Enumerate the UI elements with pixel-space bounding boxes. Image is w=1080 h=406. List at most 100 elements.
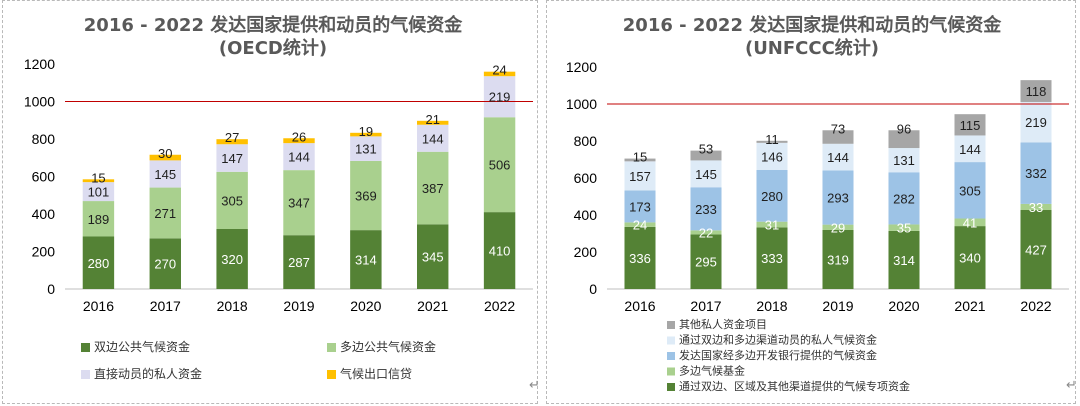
oecd-label-2021-s2: 144 xyxy=(422,131,444,146)
unfccc-label-2017-s2: 233 xyxy=(695,202,717,217)
unfccc-legend-label-1: 通过双边和多边渠道动员的私人气候资金 xyxy=(679,333,877,347)
unfccc-bar-2021-s1 xyxy=(954,218,986,227)
oecd-bar-2018-s2 xyxy=(216,144,248,172)
oecd-bar-2018-s1 xyxy=(216,171,248,229)
oecd-ytick-400: 400 xyxy=(32,206,56,222)
unfccc-xtick-2022: 2022 xyxy=(1020,298,1051,314)
unfccc-label-2018-s1: 31 xyxy=(765,218,779,233)
oecd-bar-2019-s2 xyxy=(283,143,315,171)
unfccc-bar-2022-s3 xyxy=(1020,101,1052,143)
unfccc-bar-2016-s3 xyxy=(624,161,656,191)
unfccc-label-2019-s3: 144 xyxy=(827,150,849,165)
unfccc-bar-2018-s2 xyxy=(756,169,788,222)
unfccc-ytick-0: 0 xyxy=(589,281,597,297)
unfccc-bar-2019-s4 xyxy=(822,130,854,144)
unfccc-label-2020-s3: 131 xyxy=(893,153,915,168)
unfccc-xtick-2020: 2020 xyxy=(888,298,919,314)
oecd-bar-2019-s0 xyxy=(283,235,315,289)
unfccc-bar-2020-s2 xyxy=(888,172,920,225)
unfccc-bar-2017-s1 xyxy=(690,230,722,235)
unfccc-xtick-2017: 2017 xyxy=(690,298,721,314)
unfccc-legend-swatch-2 xyxy=(667,352,675,360)
unfccc-bar-2018-s3 xyxy=(756,142,788,170)
unfccc-bar-2020-s0 xyxy=(888,230,920,289)
oecd-label-2020-s0: 314 xyxy=(355,253,377,268)
oecd-chart-panel: 2016 - 2022 发达国家提供和动员的气候资金 (OECD统计) 0 200 40… xyxy=(2,0,538,404)
unfccc-label-2016-s4: 15 xyxy=(633,150,647,165)
unfccc-bar-2019-s0 xyxy=(822,229,854,289)
unfccc-bar-2017-s4 xyxy=(690,150,722,161)
oecd-title-line-0: 2016 - 2022 发达国家提供和动员的气候资金 xyxy=(84,14,463,36)
unfccc-label-2017-s0: 295 xyxy=(695,255,717,270)
oecd-chart-svg: 2016 - 2022 发达国家提供和动员的气候资金(OECD统计) 0 200 40… xyxy=(24,14,533,381)
oecd-label-2016-s1: 189 xyxy=(88,212,110,227)
oecd-label-2021-s0: 345 xyxy=(422,250,444,265)
oecd-legend-label-3: 气候出口信贷 xyxy=(340,366,412,381)
oecd-label-2018-s2: 147 xyxy=(221,151,243,166)
unfccc-label-2016-s0: 336 xyxy=(629,251,651,266)
unfccc-xtick-2019: 2019 xyxy=(822,298,853,314)
unfccc-label-2022-s4: 118 xyxy=(1026,84,1047,99)
oecd-label-2016-s3: 15 xyxy=(91,170,105,185)
unfccc-xtick-2021: 2021 xyxy=(954,298,985,314)
unfccc-bar-2016-s1 xyxy=(624,222,656,227)
oecd-label-2022-s1: 506 xyxy=(489,158,511,173)
unfccc-label-2018-s4: 11 xyxy=(765,132,779,147)
unfccc-bar-2021-s0 xyxy=(954,226,986,289)
unfccc-legend-label-2: 发达国家经多边开发银行提供的气候资金 xyxy=(679,348,877,362)
oecd-label-2019-s1: 347 xyxy=(288,196,310,211)
unfccc-label-2018-s3: 146 xyxy=(761,149,783,164)
oecd-label-2019-s0: 287 xyxy=(288,255,310,270)
unfccc-bar-2021-s4 xyxy=(954,114,986,136)
unfccc-xtick-2018: 2018 xyxy=(756,298,787,314)
unfccc-bar-2016-s0 xyxy=(624,226,656,289)
unfccc-label-2018-s2: 280 xyxy=(761,189,783,204)
unfccc-label-2021-s0: 340 xyxy=(959,251,981,266)
unfccc-bar-2016-s2 xyxy=(624,190,656,223)
oecd-label-2018-s0: 320 xyxy=(221,252,243,267)
unfccc-title-line-1: (UNFCCC统计) xyxy=(745,37,879,59)
oecd-bar-2022-s0 xyxy=(483,212,516,289)
unfccc-bar-2020-s4 xyxy=(888,130,920,149)
oecd-bar-2021-s0 xyxy=(417,224,449,289)
oecd-xtick-2019: 2019 xyxy=(283,298,314,314)
unfccc-bar-2020-s3 xyxy=(888,148,920,173)
unfccc-label-2021-s4: 115 xyxy=(960,118,981,133)
oecd-label-2016-s2: 101 xyxy=(88,185,110,200)
unfccc-bar-2018-s0 xyxy=(756,227,788,289)
oecd-ytick-1000: 1000 xyxy=(24,94,55,110)
oecd-bar-2020-s1 xyxy=(350,160,382,231)
oecd-bar-2020-s3 xyxy=(350,132,382,137)
oecd-legend-label-0: 双边公共气候资金 xyxy=(94,339,190,354)
unfccc-label-2019-s4: 73 xyxy=(831,121,845,136)
oecd-bar-2022-s1 xyxy=(483,117,516,213)
unfccc-label-2022-s1: 33 xyxy=(1029,200,1043,215)
oecd-bar-2021-s3 xyxy=(417,120,449,125)
oecd-bar-2017-s1 xyxy=(149,187,181,239)
oecd-ytick-1200: 1200 xyxy=(24,56,55,72)
unfccc-legend-swatch-0 xyxy=(667,321,675,329)
unfccc-bar-2021-s3 xyxy=(954,135,986,163)
return-mark-right: ↵ xyxy=(1066,378,1077,393)
unfccc-label-2016-s2: 173 xyxy=(629,199,651,214)
unfccc-bar-2020-s1 xyxy=(888,224,920,231)
oecd-label-2022-s3: 24 xyxy=(492,63,506,78)
oecd-label-2017-s2: 145 xyxy=(154,167,176,182)
unfccc-bar-2022-s2 xyxy=(1020,142,1052,204)
oecd-bar-2022-s3 xyxy=(483,71,516,77)
oecd-bar-2020-s2 xyxy=(350,136,382,161)
unfccc-label-2019-s0: 319 xyxy=(827,252,849,267)
unfccc-label-2020-s2: 282 xyxy=(893,191,915,206)
oecd-title-line-1: (OECD统计) xyxy=(219,37,327,59)
oecd-xtick-2017: 2017 xyxy=(150,298,181,314)
unfccc-ytick-1200: 1200 xyxy=(566,59,597,75)
unfccc-ytick-1000: 1000 xyxy=(566,96,597,112)
oecd-bar-2016-s0 xyxy=(82,236,115,289)
unfccc-label-2021-s1: 41 xyxy=(963,215,977,230)
unfccc-label-2017-s3: 145 xyxy=(695,167,717,182)
oecd-bar-2016-s3 xyxy=(82,179,115,183)
oecd-label-2022-s0: 410 xyxy=(489,244,511,259)
unfccc-label-2021-s3: 144 xyxy=(959,142,981,157)
unfccc-label-2017-s4: 53 xyxy=(699,142,713,157)
oecd-xtick-2022: 2022 xyxy=(484,298,515,314)
